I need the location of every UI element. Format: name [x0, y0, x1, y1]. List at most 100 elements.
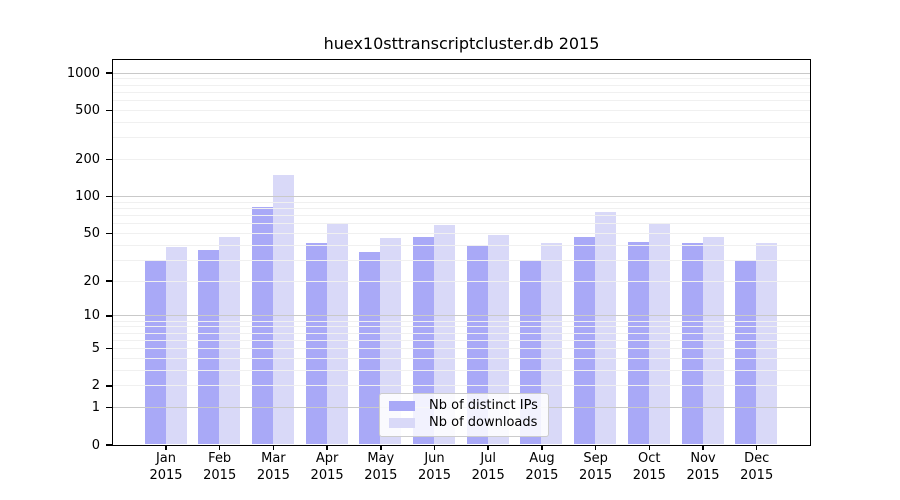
gridline-minor-600: [112, 100, 810, 102]
bar-nb-of-distinct-ips-dec: [735, 259, 757, 445]
bar-nb-of-distinct-ips-mar: [251, 206, 273, 445]
bar-nb-of-downloads-feb: [219, 237, 241, 445]
y-tick-label-1: 1: [91, 400, 100, 416]
gridline-minor-70: [112, 215, 810, 217]
x-tick-jul: [487, 445, 489, 450]
gridline-minor-4: [112, 357, 810, 359]
plot-area: [111, 58, 811, 446]
gridline-minor-40: [112, 244, 810, 246]
y-tick-label-0: 0: [91, 437, 100, 453]
y-tick-0: [105, 444, 112, 446]
y-tick-200: [105, 158, 112, 161]
bar-nb-of-distinct-ips-apr: [305, 243, 327, 445]
gridline-minor-8: [112, 326, 810, 328]
gridline-minor-9: [112, 320, 810, 322]
y-tick-5: [105, 347, 112, 350]
x-tick-jan: [165, 445, 167, 450]
y-tick-label-20: 20: [83, 273, 100, 289]
legend-label-downloads: Nb of downloads: [429, 415, 538, 430]
bar-nb-of-distinct-ips-nov: [681, 243, 703, 445]
bar-nb-of-downloads-may: [380, 238, 402, 445]
gridline-minor-7: [112, 332, 810, 334]
x-tick-label-jan: Jan 2015: [149, 451, 183, 483]
y-tick-100: [105, 195, 112, 198]
bar-nb-of-downloads-nov: [702, 237, 724, 445]
y-tick-label-50: 50: [83, 225, 100, 241]
x-tick-label-mar: Mar 2015: [256, 451, 290, 483]
x-tick-aug: [541, 445, 543, 450]
x-tick-dec: [755, 445, 758, 450]
gridline-minor-2: [112, 385, 810, 387]
x-tick-jun: [433, 445, 436, 450]
gridline-major-1000: [112, 72, 810, 74]
y-tick-label-10: 10: [83, 308, 100, 324]
bar-nb-of-downloads-apr: [326, 224, 348, 445]
x-tick-may: [380, 445, 382, 450]
legend-swatch-distinct-ips: [389, 401, 415, 411]
y-tick-500: [105, 109, 112, 112]
y-tick-20: [105, 280, 112, 282]
y-tick-2: [105, 385, 112, 387]
y-tick-50: [105, 232, 112, 235]
bar-nb-of-downloads-jan: [165, 247, 187, 445]
gridline-minor-300: [112, 137, 810, 139]
gridline-minor-400: [112, 121, 810, 123]
y-tick-1: [105, 406, 112, 409]
x-tick-oct: [648, 445, 651, 450]
gridline-minor-800: [112, 84, 810, 86]
bar-nb-of-downloads-oct: [648, 224, 670, 445]
gridline-major-100: [112, 196, 810, 198]
gridline-minor-500: [112, 109, 810, 111]
y-tick-label-2: 2: [91, 378, 100, 394]
bar-nb-of-distinct-ips-jun: [413, 237, 434, 445]
x-tick-nov: [702, 445, 704, 450]
y-tick-10: [105, 315, 112, 317]
x-tick-sep: [594, 445, 597, 450]
gridline-minor-200: [112, 159, 810, 161]
legend: Nb of distinct IPs Nb of downloads: [379, 393, 549, 437]
x-tick-label-apr: Apr 2015: [310, 451, 344, 483]
gridline-minor-6: [112, 339, 810, 341]
y-tick-label-200: 200: [75, 152, 100, 168]
bar-nb-of-downloads-mar: [272, 174, 294, 445]
legend-item-downloads: Nb of downloads: [389, 415, 538, 431]
y-tick-label-100: 100: [75, 189, 100, 205]
chart-title: huex10sttranscriptcluster.db 2015: [323, 34, 600, 53]
bar-nb-of-downloads-sep: [595, 212, 617, 445]
bar-nb-of-distinct-ips-sep: [574, 237, 596, 445]
bar-nb-of-distinct-ips-feb: [198, 250, 220, 445]
x-tick-label-nov: Nov 2015: [686, 451, 720, 483]
x-tick-label-dec: Dec 2015: [740, 451, 774, 483]
gridline-minor-700: [112, 91, 810, 93]
bar-nb-of-distinct-ips-oct: [627, 242, 649, 445]
x-tick-label-jun: Jun 2015: [417, 451, 452, 483]
gridline-minor-20: [112, 280, 810, 282]
gridline-minor-50: [112, 232, 810, 234]
x-tick-label-may: May 2015: [364, 451, 398, 483]
bar-nb-of-distinct-ips-jan: [144, 259, 166, 445]
legend-swatch-downloads: [389, 418, 415, 428]
gridline-major-10: [112, 315, 810, 317]
legend-item-distinct-ips: Nb of distinct IPs: [389, 398, 538, 414]
x-tick-apr: [326, 445, 328, 450]
gridline-minor-5: [112, 348, 810, 350]
x-tick-label-feb: Feb 2015: [203, 451, 237, 483]
gridline-minor-3: [112, 369, 810, 371]
x-tick-label-oct: Oct 2015: [632, 451, 666, 483]
bar-nb-of-downloads-dec: [756, 243, 778, 445]
y-tick-label-1000: 1000: [66, 65, 100, 81]
x-tick-feb: [218, 445, 221, 450]
y-tick-1000: [105, 72, 112, 74]
x-tick-mar: [272, 445, 275, 450]
y-tick-label-500: 500: [75, 102, 100, 118]
gridline-minor-90: [112, 201, 810, 203]
x-tick-label-sep: Sep 2015: [579, 451, 613, 483]
x-tick-label-aug: Aug 2015: [525, 451, 559, 483]
y-tick-label-5: 5: [91, 341, 100, 357]
gridline-minor-80: [112, 208, 810, 210]
gridline-minor-900: [112, 78, 810, 80]
x-tick-label-jul: Jul 2015: [471, 451, 505, 483]
gridline-minor-30: [112, 259, 810, 261]
legend-label-distinct-ips: Nb of distinct IPs: [429, 398, 538, 413]
